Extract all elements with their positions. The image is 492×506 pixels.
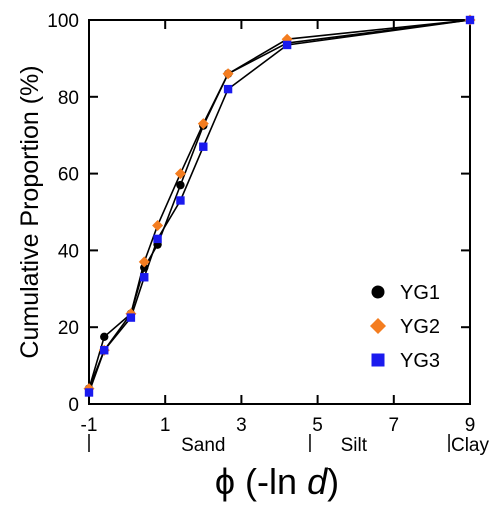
y-tick-label: 20 (58, 318, 79, 339)
y-tick-label: 0 (68, 395, 79, 416)
x-axis-label-suffix: ) (327, 461, 339, 502)
y-tick-label: 60 (58, 165, 79, 186)
data-point (153, 234, 162, 244)
data-point (223, 84, 233, 94)
series-line (88, 19, 471, 389)
legend-marker (370, 318, 386, 334)
data-point (140, 263, 149, 272)
x-axis-label-variable: d (307, 461, 328, 502)
legend-label: YG1 (400, 282, 440, 304)
class-dividers: Sand Silt Clay (88, 434, 490, 456)
class-label: Sand (181, 435, 225, 456)
legend: YG1 YG2 YG3 (370, 282, 440, 372)
data-point (84, 388, 94, 397)
series-markers (83, 14, 476, 397)
series-lines (88, 19, 471, 393)
data-point (176, 180, 185, 190)
data-point (197, 118, 209, 130)
legend-label: YG3 (400, 350, 440, 372)
data-point (100, 346, 109, 355)
x-axis-label: ϕ (-ln d) (215, 461, 339, 502)
data-point (140, 273, 149, 282)
x-tick-label: 5 (312, 415, 323, 436)
y-tick-label: 100 (47, 11, 79, 32)
class-label: Silt (341, 435, 368, 456)
data-point (199, 142, 208, 151)
data-point (174, 168, 186, 180)
legend-label: YG2 (400, 316, 440, 338)
x-tick-label: -1 (81, 415, 98, 436)
y-axis-label: Cumulative Proportion (%) (16, 65, 44, 358)
x-tick-label: 9 (465, 415, 476, 436)
data-point (126, 313, 136, 322)
y-tick-label: 80 (58, 88, 79, 109)
legend-marker (371, 285, 385, 299)
data-point (100, 332, 109, 341)
x-tick-label: 7 (389, 415, 400, 436)
x-tick-label: 3 (236, 415, 247, 436)
series-line (88, 19, 471, 389)
data-point (222, 68, 234, 80)
y-tick-label: 40 (58, 241, 79, 262)
series-line (88, 19, 471, 393)
data-point (138, 256, 150, 268)
axis-ticks: 0 20 40 60 80 100 -1 1 3 5 7 9 (47, 11, 475, 436)
data-point (152, 219, 164, 231)
data-point (176, 196, 185, 205)
x-axis-label-prefix: ϕ (-ln (215, 461, 307, 502)
x-tick-label: 1 (160, 415, 171, 436)
class-label: Clay (451, 435, 490, 456)
data-point (465, 15, 475, 25)
plot-frame (88, 19, 471, 405)
data-point (282, 40, 292, 50)
legend-marker (371, 353, 385, 367)
